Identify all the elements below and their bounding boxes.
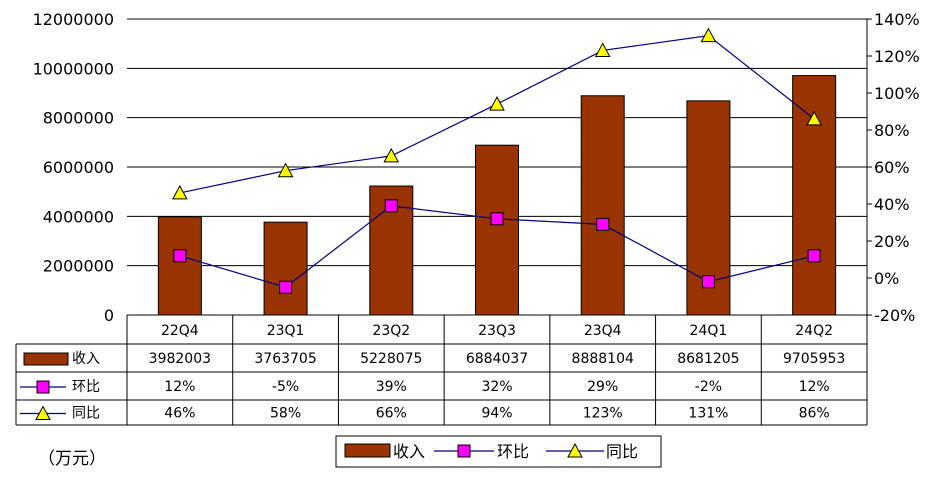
y-right-tick-label: 120%: [874, 47, 920, 66]
table-cell: 94%: [481, 406, 512, 422]
y-left-tick-label: 8000000: [43, 109, 114, 128]
yoy-point: [489, 96, 505, 111]
table-cell: -2%: [695, 379, 722, 395]
bar: [580, 95, 625, 316]
x-category-label: 23Q4: [584, 323, 622, 339]
yoy-point: [277, 162, 294, 178]
table-cell: 86%: [799, 406, 830, 422]
legend-key-marker: [567, 442, 583, 458]
mom-point: [596, 217, 610, 231]
legend-label: 环比: [497, 442, 529, 461]
x-category-label: 22Q4: [161, 323, 199, 339]
y-right-tick-label: 20%: [874, 232, 910, 251]
yoy-point: [383, 147, 400, 163]
table-row-label: 环比: [72, 379, 100, 395]
mom-point: [490, 212, 504, 226]
table-cell: 39%: [376, 379, 407, 395]
y-right-tick-label: 60%: [874, 158, 910, 177]
y-right-tick-label: -20%: [874, 306, 915, 325]
table-cell: 5228075: [360, 351, 422, 367]
table-cell: 9705953: [783, 351, 845, 367]
table-row-label: 收入: [72, 351, 100, 367]
legend-label: 同比: [606, 442, 638, 461]
table-key-bar: [23, 352, 69, 366]
table-cell: 12%: [164, 379, 195, 395]
table-cell: 6884037: [466, 351, 528, 367]
legend-key-marker: [457, 444, 471, 458]
table-cell: 8681205: [677, 351, 739, 367]
yoy-point: [172, 184, 188, 200]
mom-point: [384, 199, 398, 213]
table-cell: 3982003: [149, 351, 211, 367]
yoy-point: [594, 42, 611, 57]
table-cell: 46%: [164, 406, 195, 422]
y-left-tick-label: 10000000: [33, 59, 114, 78]
mom-point: [807, 249, 821, 263]
y-left-tick-label: 12000000: [33, 10, 114, 29]
bar: [475, 144, 519, 316]
y-left-tick-label: 0: [104, 306, 114, 325]
y-left-tick-label: 6000000: [43, 158, 114, 177]
table-row-label: 同比: [72, 406, 100, 422]
table-cell: 58%: [270, 406, 301, 422]
bar: [157, 216, 202, 316]
table-cell: 123%: [583, 406, 623, 422]
legend-label: 收入: [393, 442, 425, 461]
mom-point: [701, 275, 715, 289]
yoy-point: [806, 110, 822, 126]
y-right-tick-label: 80%: [874, 121, 910, 140]
x-category-label: 24Q2: [795, 323, 833, 339]
y-left-tick-label: 4000000: [43, 207, 114, 226]
y-right-tick-label: 0%: [874, 269, 899, 288]
y-left-tick-label: 2000000: [43, 257, 114, 276]
unit-label: （万元）: [38, 449, 106, 469]
table-cell: 66%: [376, 406, 407, 422]
table-cell: 3763705: [254, 351, 316, 367]
x-category-label: 23Q1: [267, 323, 305, 339]
mom-point: [173, 249, 187, 263]
y-right-tick-label: 100%: [874, 84, 920, 103]
x-category-label: 23Q2: [372, 323, 410, 339]
table-key-marker: [36, 380, 50, 394]
table-cell: 131%: [688, 406, 728, 422]
y-right-tick-label: 40%: [874, 195, 910, 214]
yoy-point: [700, 27, 717, 43]
legend-key-bar: [344, 443, 391, 458]
x-category-label: 23Q3: [478, 323, 516, 339]
y-right-tick-label: 140%: [874, 10, 920, 29]
table-cell: 29%: [587, 379, 618, 395]
table-cell: 12%: [799, 379, 830, 395]
table-key-marker: [35, 405, 51, 420]
table-cell: 8888104: [572, 351, 634, 367]
bar: [263, 221, 308, 316]
table-cell: 32%: [481, 379, 512, 395]
x-category-label: 24Q1: [690, 323, 728, 339]
mom-point: [279, 280, 293, 294]
table-cell: -5%: [272, 379, 299, 395]
